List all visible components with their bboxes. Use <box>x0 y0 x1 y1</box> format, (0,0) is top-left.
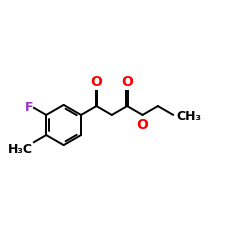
Text: H₃C: H₃C <box>8 143 33 156</box>
Text: O: O <box>136 118 148 132</box>
Text: F: F <box>24 101 33 114</box>
Text: O: O <box>121 75 133 89</box>
Text: O: O <box>90 75 102 89</box>
Text: CH₃: CH₃ <box>176 110 201 123</box>
